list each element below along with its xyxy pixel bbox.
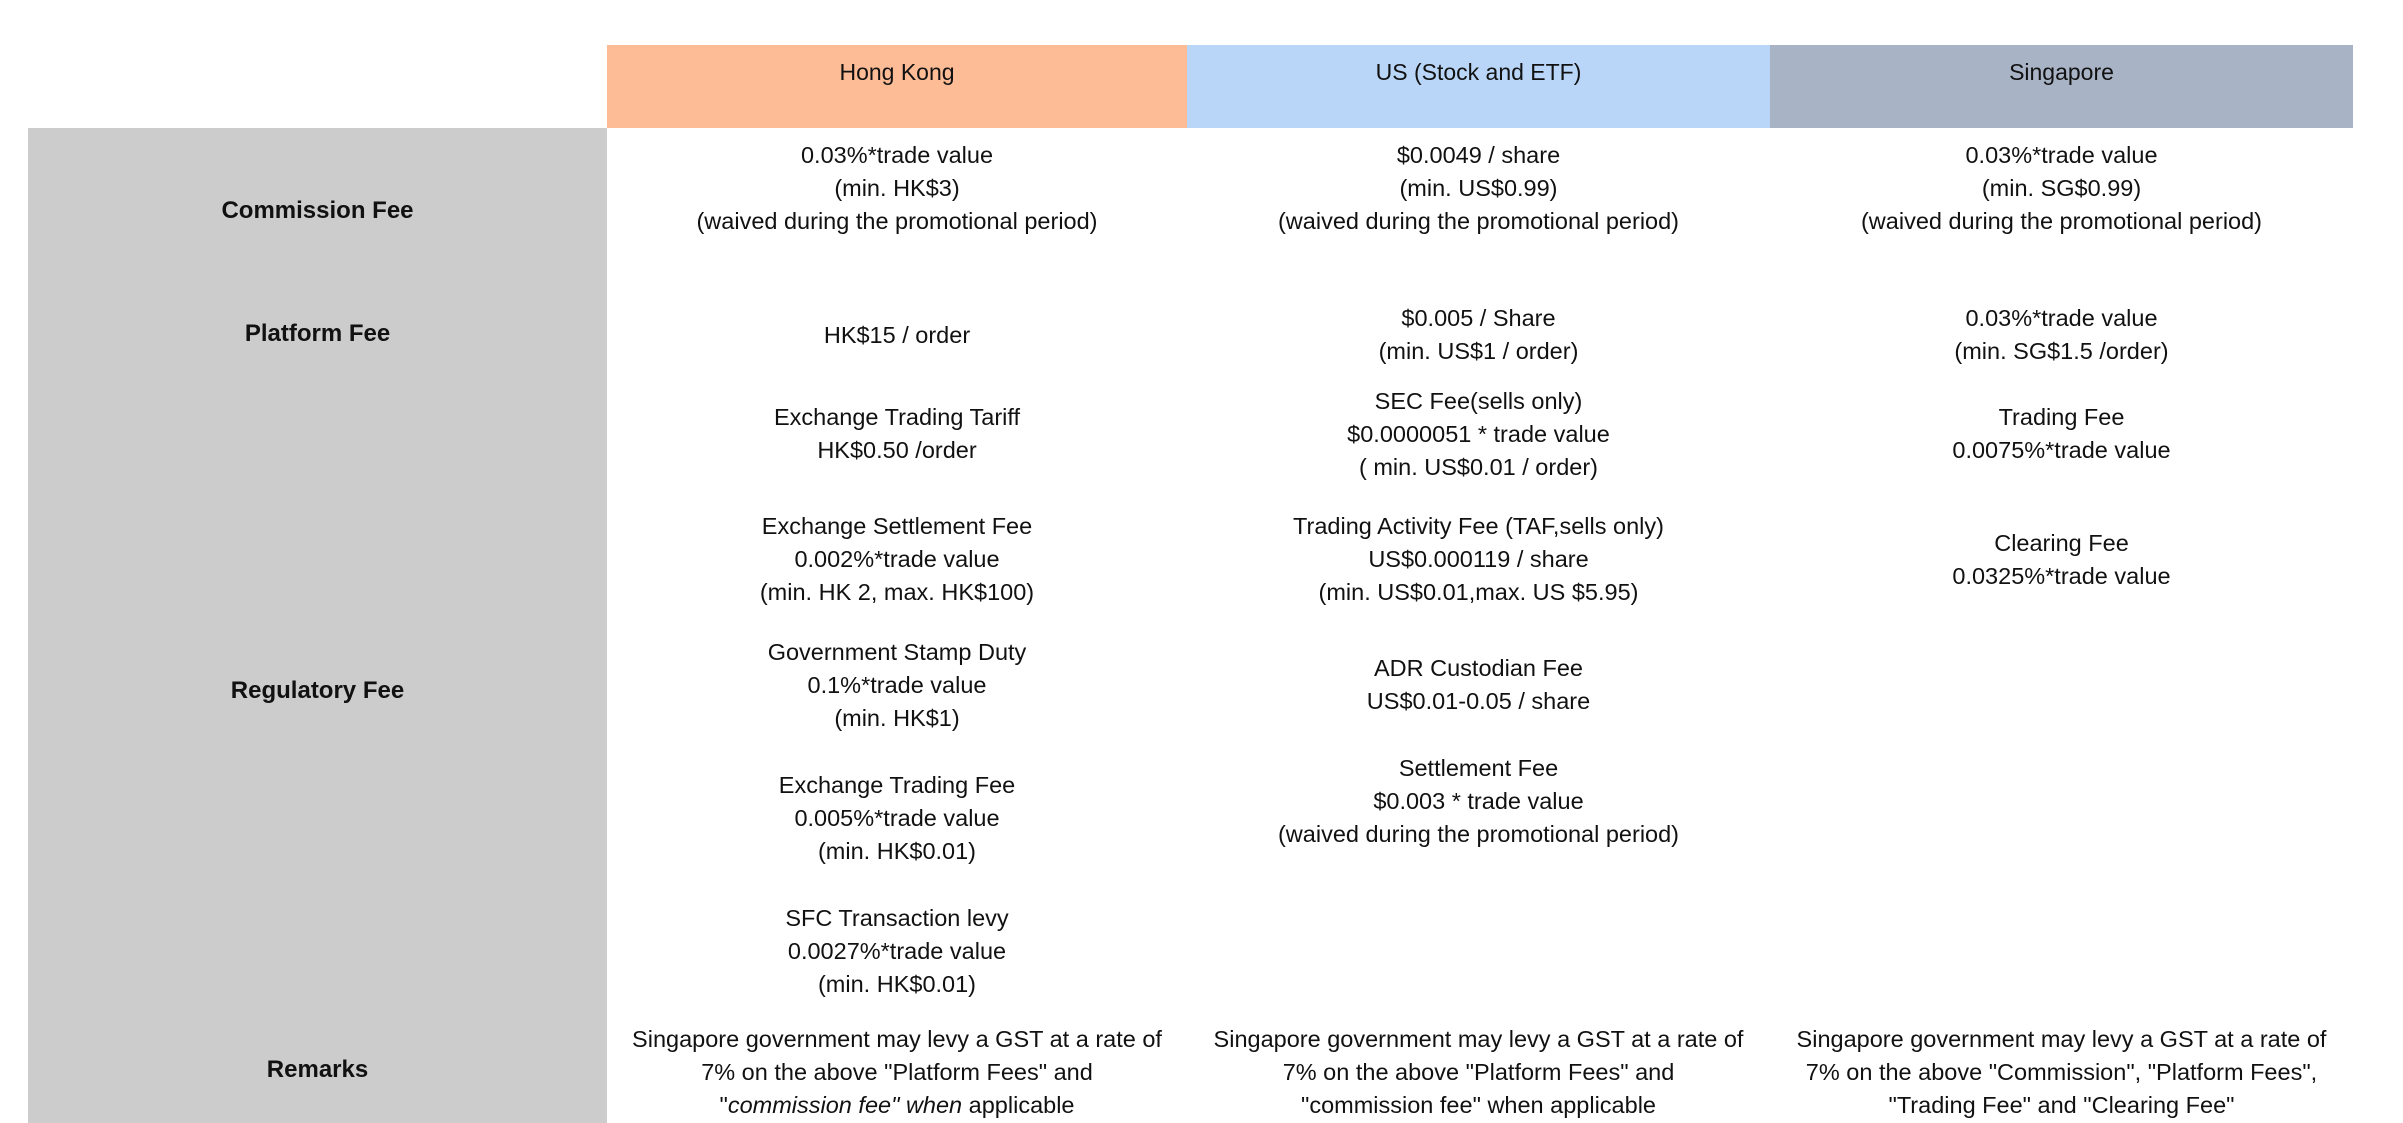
commission-sg-cell: 0.03%*trade value (min. SG$0.99) (waived…	[1770, 139, 2353, 238]
commission-hk-cell: 0.03%*trade value (min. HK$3) (waived du…	[607, 139, 1187, 238]
platform-us-cell: $0.005 / Share (min. US$1 / order)	[1187, 302, 1770, 368]
remark-line: 7% on the above "Platform Fees" and	[701, 1059, 1093, 1085]
remark-line: "Trading Fee" and "Clearing Fee"	[1888, 1092, 2235, 1118]
reg-line: (min. US$0.01,max. US $5.95)	[1318, 579, 1639, 605]
remark-line: "commission fee" when applicable	[617, 1089, 1177, 1122]
reg-line: 0.002%*trade value	[794, 546, 1000, 572]
row-label-regulatory: Regulatory Fee	[230, 677, 405, 704]
commission-us-line: (min. US$0.99)	[1399, 175, 1558, 201]
column-header-singapore: Singapore	[1770, 45, 2353, 128]
reg-line: 0.0027%*trade value	[787, 938, 1007, 964]
reg-hk-exchange-trading-tariff: Exchange Trading Tariff HK$0.50 /order	[607, 401, 1187, 467]
reg-line: (waived during the promotional period)	[1277, 821, 1680, 847]
reg-line: Clearing Fee	[1994, 530, 2129, 556]
reg-line: (min. HK 2, max. HK$100)	[759, 579, 1035, 605]
platform-sg-line: 0.03%*trade value	[1965, 305, 2158, 331]
commission-hk-line: (min. HK$3)	[834, 175, 960, 201]
commission-hk-line: 0.03%*trade value	[800, 142, 994, 168]
reg-line: Exchange Settlement Fee	[761, 513, 1033, 539]
platform-us-line: (min. US$1 / order)	[1378, 338, 1579, 364]
reg-line: $0.003 * trade value	[1373, 788, 1584, 814]
remark-line: Singapore government may levy a GST at a…	[632, 1026, 1162, 1052]
reg-line: (min. HK$0.01)	[817, 971, 977, 997]
reg-line: ( min. US$0.01 / order)	[1358, 454, 1598, 480]
remark-line: "commission fee" when applicable	[1300, 1092, 1656, 1118]
reg-line: HK$0.50 /order	[817, 437, 977, 463]
reg-hk-exchange-settlement-fee: Exchange Settlement Fee 0.002%*trade val…	[607, 510, 1187, 609]
reg-hk-exchange-trading-fee: Exchange Trading Fee 0.005%*trade value …	[607, 769, 1187, 868]
platform-hk-line: HK$15 / order	[823, 322, 971, 348]
row-label-platform: Platform Fee	[244, 320, 391, 347]
remark-line: Singapore government may levy a GST at a…	[1796, 1026, 2327, 1052]
row-label-commission: Commission Fee	[221, 197, 414, 224]
reg-line: Exchange Trading Fee	[778, 772, 1016, 798]
platform-sg-cell: 0.03%*trade value (min. SG$1.5 /order)	[1770, 302, 2353, 368]
reg-us-settlement-fee: Settlement Fee $0.003 * trade value (wai…	[1187, 752, 1770, 851]
platform-us-line: $0.005 / Share	[1401, 305, 1556, 331]
remarks-sg-cell: Singapore government may levy a GST at a…	[1770, 1023, 2353, 1122]
remark-fragment: "	[719, 1092, 728, 1118]
remark-line: 7% on the above "Commission", "Platform …	[1805, 1059, 2318, 1085]
reg-sg-clearing-fee: Clearing Fee 0.0325%*trade value	[1770, 527, 2353, 593]
reg-line: 0.0075%*trade value	[1952, 437, 2171, 463]
reg-line: SEC Fee(sells only)	[1374, 388, 1583, 414]
remark-fragment: applicable	[962, 1092, 1075, 1118]
reg-line: US$0.000119 / share	[1368, 546, 1589, 572]
column-header-hong-kong: Hong Kong	[607, 45, 1187, 128]
reg-hk-government-stamp-duty: Government Stamp Duty 0.1%*trade value (…	[607, 636, 1187, 735]
reg-line: Trading Fee	[1998, 404, 2125, 430]
commission-us-line: $0.0049 / share	[1396, 142, 1561, 168]
reg-line: 0.1%*trade value	[807, 672, 987, 698]
remarks-us-cell: Singapore government may levy a GST at a…	[1187, 1023, 1770, 1122]
commission-us-line: (waived during the promotional period)	[1277, 208, 1680, 234]
reg-line: (min. HK$1)	[834, 705, 960, 731]
row-label-remarks: Remarks	[266, 1056, 369, 1083]
reg-line: ADR Custodian Fee	[1374, 655, 1583, 681]
commission-hk-line: (waived during the promotional period)	[696, 208, 1098, 234]
reg-line: Government Stamp Duty	[767, 639, 1027, 665]
row-label-column	[28, 128, 607, 1123]
reg-line: US$0.01-0.05 / share	[1366, 688, 1591, 714]
reg-line: 0.005%*trade value	[794, 805, 1000, 831]
reg-us-sec-fee: SEC Fee(sells only) $0.0000051 * trade v…	[1187, 385, 1770, 484]
platform-hk-cell: HK$15 / order	[607, 319, 1187, 352]
column-header-us: US (Stock and ETF)	[1187, 45, 1770, 128]
commission-us-cell: $0.0049 / share (min. US$0.99) (waived d…	[1187, 139, 1770, 238]
reg-line: Trading Activity Fee (TAF,sells only)	[1293, 513, 1664, 539]
reg-us-adr-custodian-fee: ADR Custodian Fee US$0.01-0.05 / share	[1187, 652, 1770, 718]
commission-sg-line: (min. SG$0.99)	[1981, 175, 2142, 201]
reg-sg-trading-fee: Trading Fee 0.0075%*trade value	[1770, 401, 2353, 467]
reg-line: (min. HK$0.01)	[817, 838, 977, 864]
commission-sg-line: 0.03%*trade value	[1965, 142, 2158, 168]
reg-line: SFC Transaction levy	[785, 905, 1009, 931]
reg-line: Exchange Trading Tariff	[773, 404, 1021, 430]
reg-line: Settlement Fee	[1398, 755, 1559, 781]
platform-sg-line: (min. SG$1.5 /order)	[1954, 338, 2169, 364]
remarks-hk-cell: Singapore government may levy a GST at a…	[607, 1023, 1187, 1122]
remark-emphasis: commission fee" when	[727, 1092, 963, 1118]
remark-line: Singapore government may levy a GST at a…	[1213, 1026, 1744, 1052]
reg-line: 0.0325%*trade value	[1952, 563, 2171, 589]
reg-line: $0.0000051 * trade value	[1347, 421, 1610, 447]
reg-hk-sfc-transaction-levy: SFC Transaction levy 0.0027%*trade value…	[607, 902, 1187, 1001]
reg-us-trading-activity-fee: Trading Activity Fee (TAF,sells only) US…	[1187, 510, 1770, 609]
commission-sg-line: (waived during the promotional period)	[1860, 208, 2263, 234]
remark-line: 7% on the above "Platform Fees" and	[1282, 1059, 1675, 1085]
